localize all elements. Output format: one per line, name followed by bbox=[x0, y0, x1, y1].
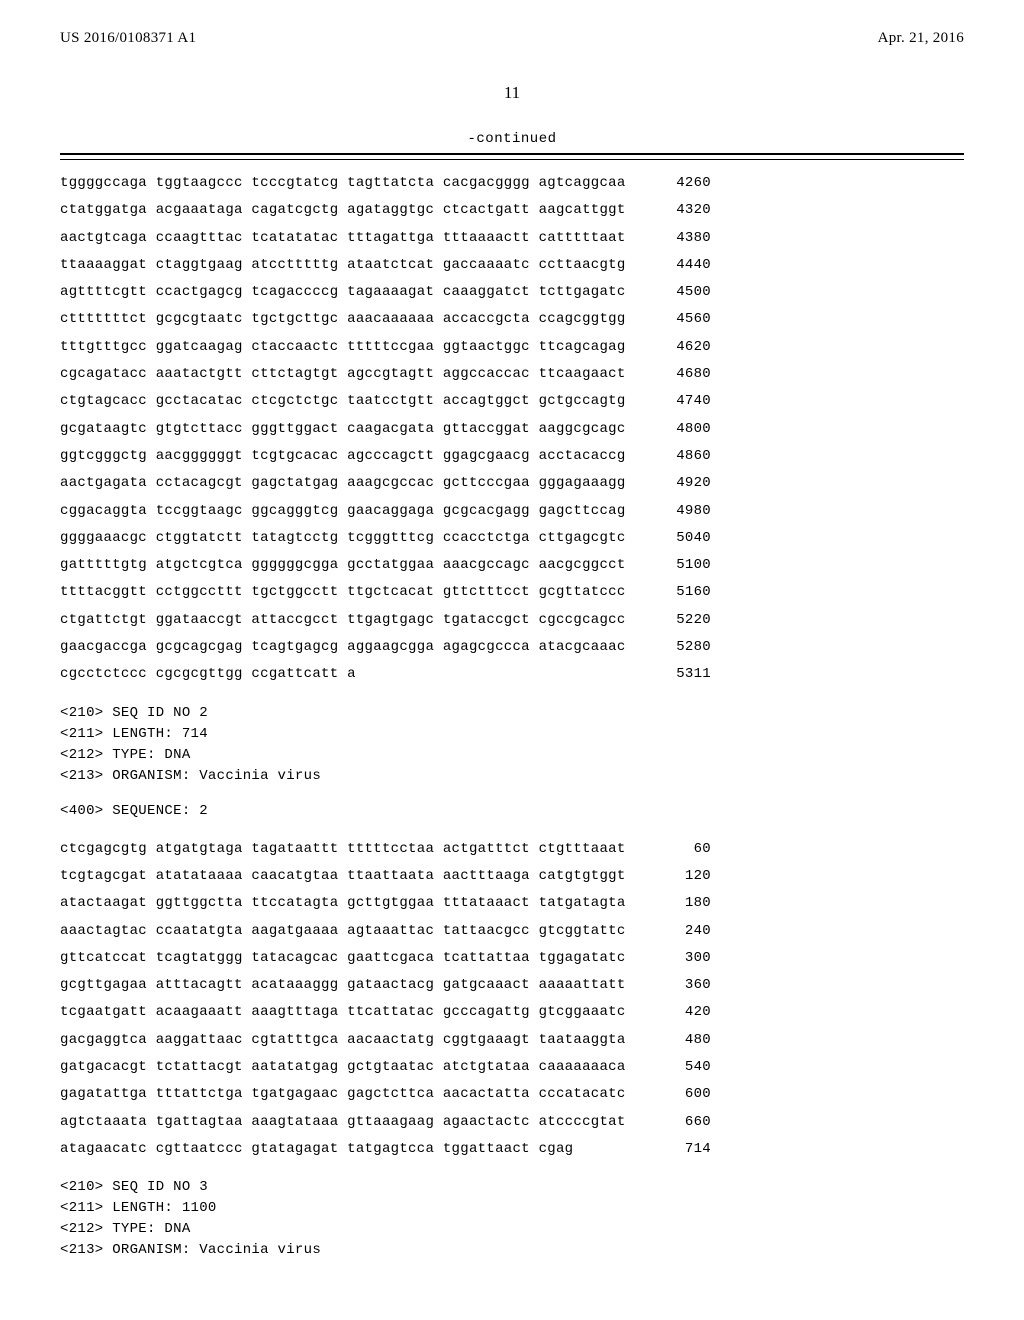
seq-line: tttgtttgcc ggatcaagag ctaccaactc tttttcc… bbox=[60, 334, 964, 361]
seq-line: ggtcgggctg aacggggggt tcgtgcacac agcccag… bbox=[60, 443, 964, 470]
seq-line: tggggccaga tggtaagccc tcccgtatcg tagttat… bbox=[60, 170, 964, 197]
seq-line: gcgataagtc gtgtcttacc gggttggact caagacg… bbox=[60, 416, 964, 443]
seq-line: agtctaaata tgattagtaa aaagtataaa gttaaag… bbox=[60, 1109, 964, 1136]
seq-line: cgcctctccc cgcgcgttgg ccgattcatt a 5311 bbox=[60, 661, 964, 688]
seq-line: ctcgagcgtg atgatgtaga tagataattt tttttcc… bbox=[60, 836, 964, 863]
sequence-1-block: tggggccaga tggtaagccc tcccgtatcg tagttat… bbox=[60, 170, 964, 689]
page-header: US 2016/0108371 A1 Apr. 21, 2016 bbox=[60, 30, 964, 47]
seq2-organism: <213> ORGANISM: Vaccinia virus bbox=[60, 766, 964, 787]
seq2-metadata: <210> SEQ ID NO 2 <211> LENGTH: 714 <212… bbox=[60, 703, 964, 787]
seq3-id: <210> SEQ ID NO 3 bbox=[60, 1177, 964, 1198]
seq-line: atactaagat ggttggctta ttccatagta gcttgtg… bbox=[60, 890, 964, 917]
publication-number: US 2016/0108371 A1 bbox=[60, 30, 196, 47]
seq-line: ctatggatga acgaaataga cagatcgctg agatagg… bbox=[60, 197, 964, 224]
seq2-length: <211> LENGTH: 714 bbox=[60, 724, 964, 745]
seq-line: cgcagatacc aaatactgtt cttctagtgt agccgta… bbox=[60, 361, 964, 388]
seq-line: ttttacggtt cctggccttt tgctggcctt ttgctca… bbox=[60, 579, 964, 606]
seq-line: aactgtcaga ccaagtttac tcatatatac tttagat… bbox=[60, 225, 964, 252]
seq-line: gacgaggtca aaggattaac cgtatttgca aacaact… bbox=[60, 1027, 964, 1054]
publication-date: Apr. 21, 2016 bbox=[878, 30, 964, 47]
seq3-organism: <213> ORGANISM: Vaccinia virus bbox=[60, 1240, 964, 1261]
seq-line: gcgttgagaa atttacagtt acataaaggg gataact… bbox=[60, 972, 964, 999]
seq2-sequence-label: <400> SEQUENCE: 2 bbox=[60, 801, 964, 822]
seq3-metadata: <210> SEQ ID NO 3 <211> LENGTH: 1100 <21… bbox=[60, 1177, 964, 1261]
continued-label: -continued bbox=[60, 131, 964, 147]
seq-line: tcgtagcgat atatataaaa caacatgtaa ttaatta… bbox=[60, 863, 964, 890]
seq2-id: <210> SEQ ID NO 2 bbox=[60, 703, 964, 724]
seq-line: aaactagtac ccaatatgta aagatgaaaa agtaaat… bbox=[60, 918, 964, 945]
seq-line: gaacgaccga gcgcagcgag tcagtgagcg aggaagc… bbox=[60, 634, 964, 661]
seq-line: atagaacatc cgttaatccc gtatagagat tatgagt… bbox=[60, 1136, 964, 1163]
seq-line: gatttttgtg atgctcgtca ggggggcgga gcctatg… bbox=[60, 552, 964, 579]
seq-line: ttaaaaggat ctaggtgaag atcctttttg ataatct… bbox=[60, 252, 964, 279]
seq-line: aactgagata cctacagcgt gagctatgag aaagcgc… bbox=[60, 470, 964, 497]
seq-line: ctttttttct gcgcgtaatc tgctgcttgc aaacaaa… bbox=[60, 306, 964, 333]
sequence-box: tggggccaga tggtaagccc tcccgtatcg tagttat… bbox=[60, 153, 964, 1261]
seq-line: cggacaggta tccggtaagc ggcagggtcg gaacagg… bbox=[60, 498, 964, 525]
sequence-inner: tggggccaga tggtaagccc tcccgtatcg tagttat… bbox=[60, 159, 964, 1261]
sequence-2-block: ctcgagcgtg atgatgtaga tagataattt tttttcc… bbox=[60, 836, 964, 1164]
seq-line: gagatattga tttattctga tgatgagaac gagctct… bbox=[60, 1081, 964, 1108]
seq-line: tcgaatgatt acaagaaatt aaagtttaga ttcatta… bbox=[60, 999, 964, 1026]
seq-line: ggggaaacgc ctggtatctt tatagtcctg tcgggtt… bbox=[60, 525, 964, 552]
seq-line: ctgtagcacc gcctacatac ctcgctctgc taatcct… bbox=[60, 388, 964, 415]
seq3-type: <212> TYPE: DNA bbox=[60, 1219, 964, 1240]
seq-line: gatgacacgt tctattacgt aatatatgag gctgtaa… bbox=[60, 1054, 964, 1081]
seq-line: gttcatccat tcagtatggg tatacagcac gaattcg… bbox=[60, 945, 964, 972]
seq-line: ctgattctgt ggataaccgt attaccgcct ttgagtg… bbox=[60, 607, 964, 634]
seq3-length: <211> LENGTH: 1100 bbox=[60, 1198, 964, 1219]
seq2-type: <212> TYPE: DNA bbox=[60, 745, 964, 766]
page-number: 11 bbox=[60, 83, 964, 103]
seq-line: agttttcgtt ccactgagcg tcagaccccg tagaaaa… bbox=[60, 279, 964, 306]
